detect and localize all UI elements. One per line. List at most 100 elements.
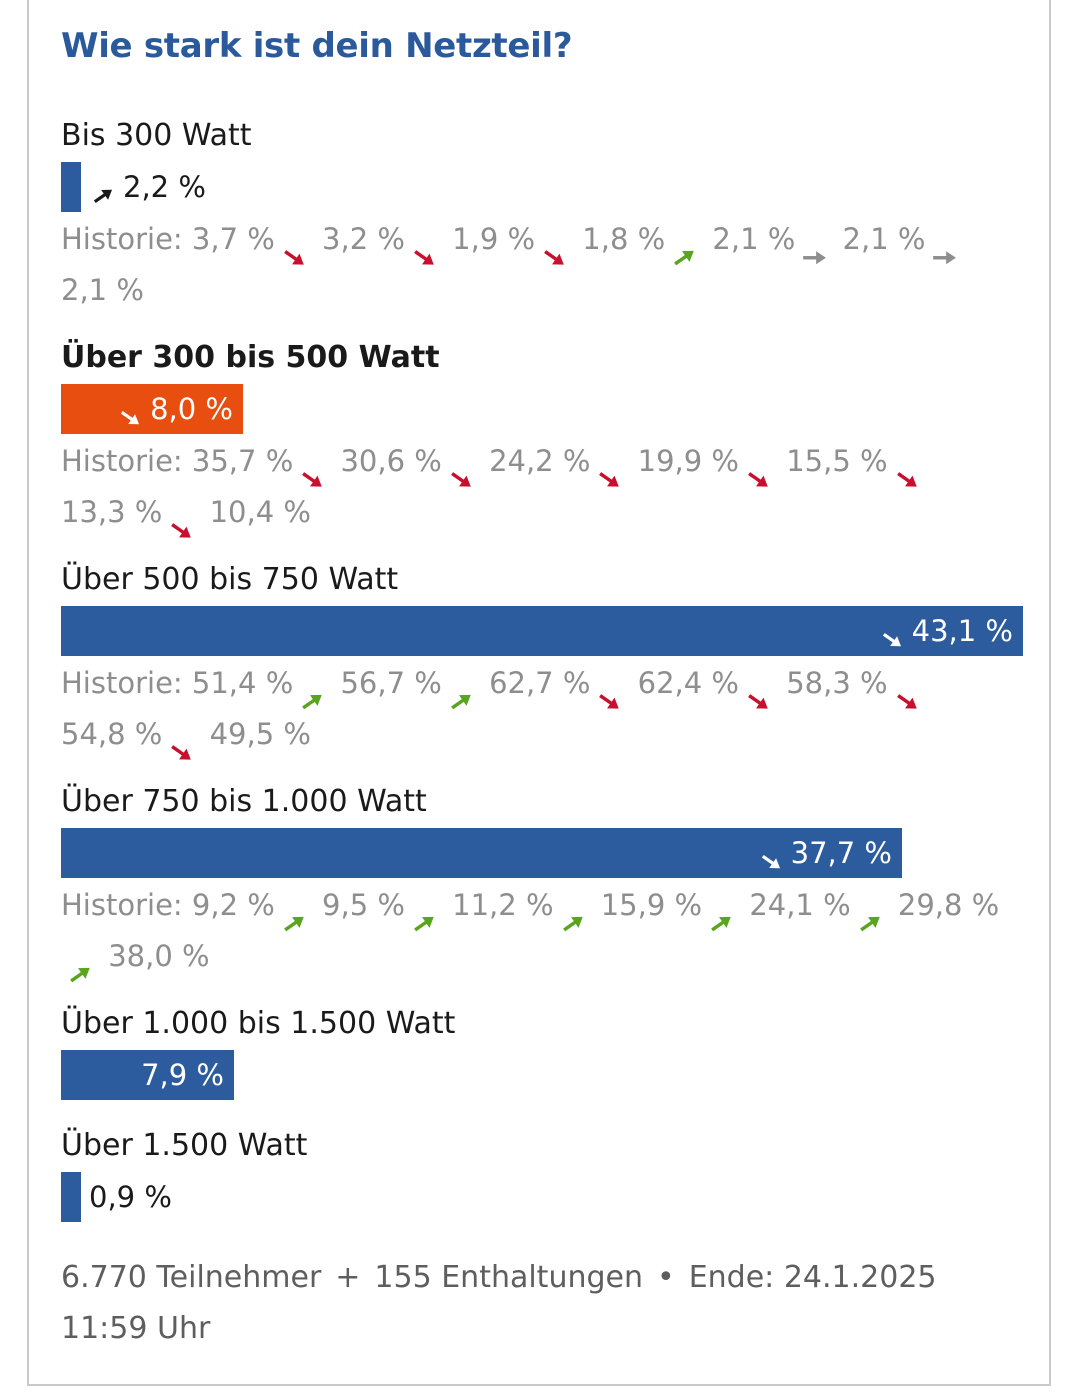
trend-up-icon (708, 898, 734, 931)
option-value: 43,1 % (911, 614, 1013, 648)
poll-title: Wie stark ist dein Netzteil? (61, 26, 573, 66)
option-bar-row: 8,0 % (61, 384, 1023, 434)
history-value: 13,3 % (61, 495, 163, 529)
option-value: 8,0 % (150, 392, 233, 426)
poll-footer: 6.770 Teilnehmer +155 Enthaltungen • Ende: … (61, 1252, 1021, 1354)
plus-separator: + (335, 1260, 361, 1295)
trend-up-icon (281, 898, 307, 931)
option-history: Historie: 51,4 % 56,7 % 62,7 % 62,4 % 58… (61, 658, 1023, 760)
history-value: 24,1 % (749, 888, 851, 922)
poll-option[interactable]: Über 1.000 bis 1.500 Watt 7,9 % (61, 1002, 1023, 1100)
dot-separator: • (657, 1260, 675, 1295)
history-value: 10,4 % (209, 495, 311, 529)
trend-down-icon (448, 454, 474, 487)
history-value: 58,3 % (786, 666, 888, 700)
option-bar: 8,0 % (61, 384, 243, 434)
option-history: Historie: 9,2 % 9,5 % 11,2 % 15,9 % 24,1… (61, 880, 1023, 982)
option-history: Historie: 35,7 % 30,6 % 24,2 % 19,9 % 15… (61, 436, 1023, 538)
option-value: 37,7 % (790, 836, 892, 870)
trend-down-icon (299, 454, 325, 487)
history-value: 35,7 % (191, 444, 294, 478)
option-label: Über 1.500 Watt (61, 1128, 308, 1163)
trend-down-icon (281, 232, 307, 265)
option-value: 2,2 % (123, 170, 206, 204)
trend-down-icon (411, 232, 437, 265)
option-percentage: 2,2 % (91, 162, 206, 212)
history-value: 24,2 % (489, 444, 591, 478)
history-prefix: Historie: (61, 888, 183, 922)
option-bar-row: 37,7 % (61, 828, 1023, 878)
history-value: 2,1 % (712, 222, 796, 256)
participants-count: 6.770 Teilnehmer (61, 1260, 322, 1295)
option-bar (61, 1172, 81, 1222)
option-label: Über 500 bis 750 Watt (61, 562, 399, 597)
history-prefix: Historie: (61, 444, 183, 478)
abstentions-count: 155 Enthaltungen (374, 1260, 643, 1295)
history-value: 56,7 % (340, 666, 442, 700)
trend-up-icon (448, 676, 474, 709)
option-percentage: 43,1 % (880, 614, 1013, 648)
history-value: 51,4 % (191, 666, 294, 700)
history-value: 15,5 % (786, 444, 888, 478)
history-prefix: Historie: (61, 222, 183, 256)
poll-option[interactable]: Über 750 bis 1.000 Watt 37,7 % Historie: 9… (61, 780, 1023, 982)
option-label: Über 300 bis 500 Watt (61, 340, 440, 375)
history-value: 3,2 % (322, 222, 405, 256)
poll-end-date: Ende: 24.1.2025 11:59 Uhr (61, 1260, 937, 1346)
trend-up-icon (857, 898, 883, 931)
poll-option[interactable]: Über 300 bis 500 Watt 8,0 % Historie: 35,7… (61, 336, 1023, 538)
history-value: 62,7 % (489, 666, 591, 700)
option-percentage: 8,0 % (118, 392, 233, 426)
option-value: 7,9 % (141, 1058, 224, 1092)
trend-down-icon (168, 727, 194, 760)
trend-up-icon (560, 898, 586, 931)
history-value: 9,2 % (191, 888, 275, 922)
history-value: 15,9 % (600, 888, 703, 922)
option-label: Über 1.000 bis 1.500 Watt (61, 1006, 456, 1041)
history-value: 30,6 % (340, 444, 442, 478)
option-value: 0,9 % (89, 1180, 172, 1214)
option-bar-row: 7,9 % (61, 1050, 1023, 1100)
trend-down-icon (745, 454, 771, 487)
history-value: 1,9 % (452, 222, 536, 256)
trend-down-icon (759, 844, 783, 869)
poll-option[interactable]: Bis 300 Watt 2,2 % Historie: 3,7 % 3,2 % 1… (61, 114, 1023, 316)
trend-down-icon (596, 676, 622, 709)
trend-up-icon (411, 898, 437, 931)
trend-down-icon (168, 505, 194, 538)
option-bar-row: 2,2 % (61, 162, 1023, 212)
trend-down-icon (894, 676, 920, 709)
option-bar-row: 43,1 % (61, 606, 1023, 656)
trend-up-icon (67, 949, 93, 982)
trend-up-icon (671, 232, 697, 265)
history-value: 49,5 % (209, 717, 311, 751)
option-bar (61, 162, 81, 212)
history-value: 19,9 % (637, 444, 739, 478)
trend-down-icon (880, 622, 904, 647)
option-percentage: 7,9 % (141, 1058, 224, 1092)
option-bar: 7,9 % (61, 1050, 234, 1100)
poll-option[interactable]: Über 500 bis 750 Watt 43,1 % Historie: 51,… (61, 558, 1023, 760)
history-value: 11,2 % (452, 888, 554, 922)
option-bar-row: 0,9 % (61, 1172, 1023, 1222)
history-value: 62,4 % (637, 666, 739, 700)
trend-flat-icon (801, 232, 827, 264)
trend-down-icon (596, 454, 622, 487)
option-percentage: 37,7 % (759, 836, 892, 870)
history-prefix: Historie: (61, 666, 183, 700)
option-bar: 43,1 % (61, 606, 1023, 656)
history-value: 1,8 % (582, 222, 666, 256)
option-label: Über 750 bis 1.000 Watt (61, 784, 427, 819)
trend-down-icon (541, 232, 567, 265)
history-value: 54,8 % (61, 717, 163, 751)
history-value: 29,8 % (897, 888, 1000, 922)
history-value: 2,1 % (61, 273, 144, 307)
history-value: 2,1 % (842, 222, 926, 256)
option-percentage: 0,9 % (89, 1172, 172, 1222)
history-value: 38,0 % (108, 939, 210, 973)
trend-up-icon (91, 178, 115, 204)
option-bar: 37,7 % (61, 828, 902, 878)
poll-option[interactable]: Über 1.500 Watt 0,9 % (61, 1124, 1023, 1222)
option-label: Bis 300 Watt (61, 118, 252, 153)
trend-flat-icon (931, 232, 957, 264)
